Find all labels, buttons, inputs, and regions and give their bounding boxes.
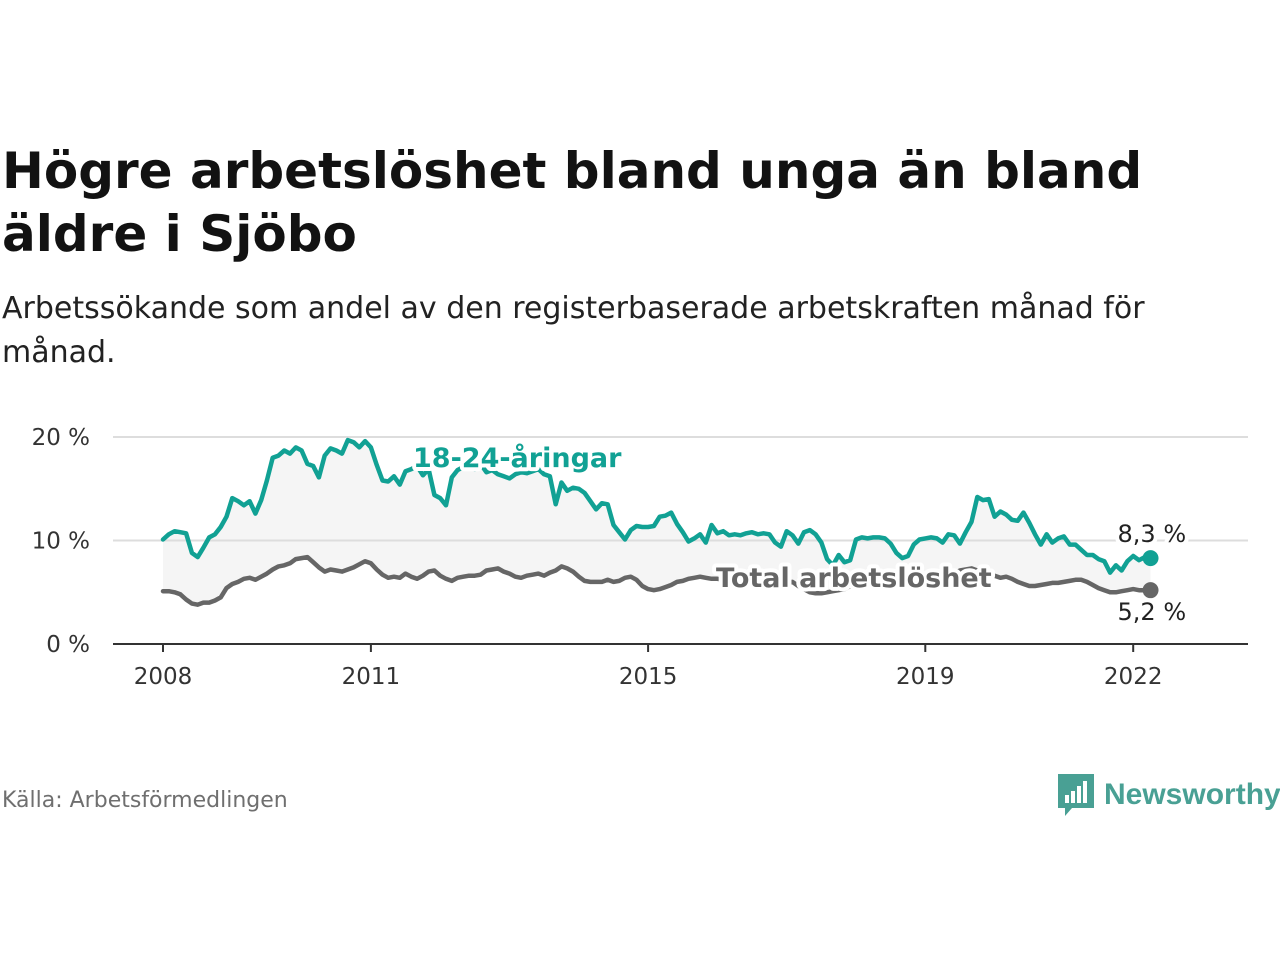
y-tick-label: 0 %: [46, 632, 90, 658]
x-tick-label: 2015: [619, 664, 678, 690]
brand-logo[interactable]: Newsworthy: [1058, 772, 1280, 818]
youth-line: [160, 437, 1153, 575]
x-axis: 2008 2011 2015 2019 2022: [113, 643, 1248, 690]
line-chart: 0 %10 %20 % 2008 2011 2015 2019 2022 8,3 %8,…: [32, 425, 1248, 690]
brand-name: Newsworthy: [1104, 778, 1280, 811]
chart-subtitle: Arbetssökande som andel av den registerb…: [2, 291, 1145, 370]
series-labels: 8,3 %8,3 %5,2 %5,2 %18-24-åringar18-24-å…: [409, 438, 1190, 630]
y-tick-label: 10 %: [32, 529, 90, 555]
x-tick-label: 2019: [896, 664, 955, 690]
youth-series-label: 18-24-åringar: [413, 442, 622, 474]
youth-end-label: 8,3 %: [1118, 520, 1187, 548]
bar-chart-icon: [1058, 774, 1094, 816]
total-line: [160, 554, 1153, 607]
x-tick-label: 2008: [134, 664, 193, 690]
total-end-marker: [1142, 582, 1159, 599]
total-end-label-halo: 5,2 %: [1118, 598, 1187, 626]
x-tick-label: 2011: [342, 664, 401, 690]
series-lines: [160, 437, 1153, 607]
youth-end-label-halo: 8,3 %: [1118, 520, 1187, 548]
x-tick-label: 2022: [1104, 664, 1163, 690]
source-note: Källa: Arbetsförmedlingen: [2, 788, 288, 813]
youth-end-marker: [1142, 550, 1159, 567]
total-series-label: Total arbetslöshet: [716, 563, 992, 594]
total-end-label: 5,2 %: [1118, 598, 1187, 626]
youth-series-label-halo: 18-24-åringar: [413, 442, 622, 474]
y-tick-label: 20 %: [32, 425, 90, 451]
total-series-label-halo: Total arbetslöshet: [716, 563, 992, 594]
chart-title: Högre arbetslöshet bland unga än bland ä…: [2, 142, 1143, 263]
